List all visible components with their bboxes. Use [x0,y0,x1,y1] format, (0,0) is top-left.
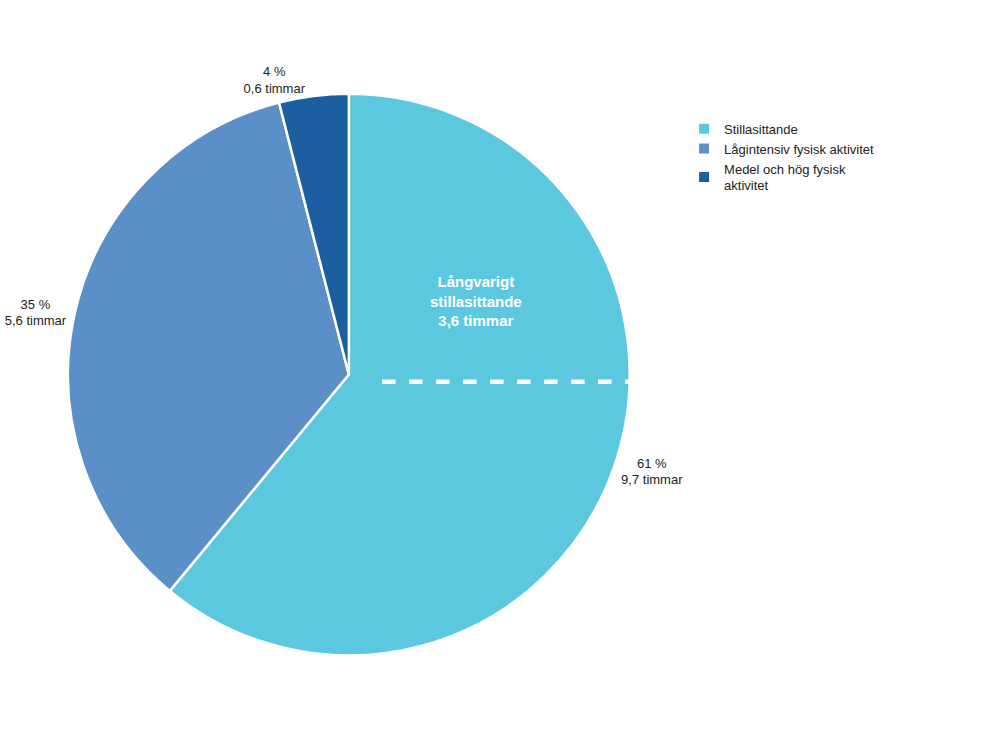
svg-text:Stillasittande: Stillasittande [724,122,798,137]
svg-text:Lågintensiv fysisk aktivitet: Lågintensiv fysisk aktivitet [724,142,874,157]
svg-text:4 %0,6 timmar: 4 %0,6 timmar [244,64,306,96]
svg-text:Medel och hög fysiskaktivitet: Medel och hög fysiskaktivitet [724,162,846,194]
svg-text:Långvarigtstillasittande3,6 ti: Långvarigtstillasittande3,6 timmar [430,273,522,329]
svg-text:61 %9,7 timmar: 61 %9,7 timmar [621,456,683,488]
svg-text:35 %5,6 timmar: 35 %5,6 timmar [5,297,67,329]
